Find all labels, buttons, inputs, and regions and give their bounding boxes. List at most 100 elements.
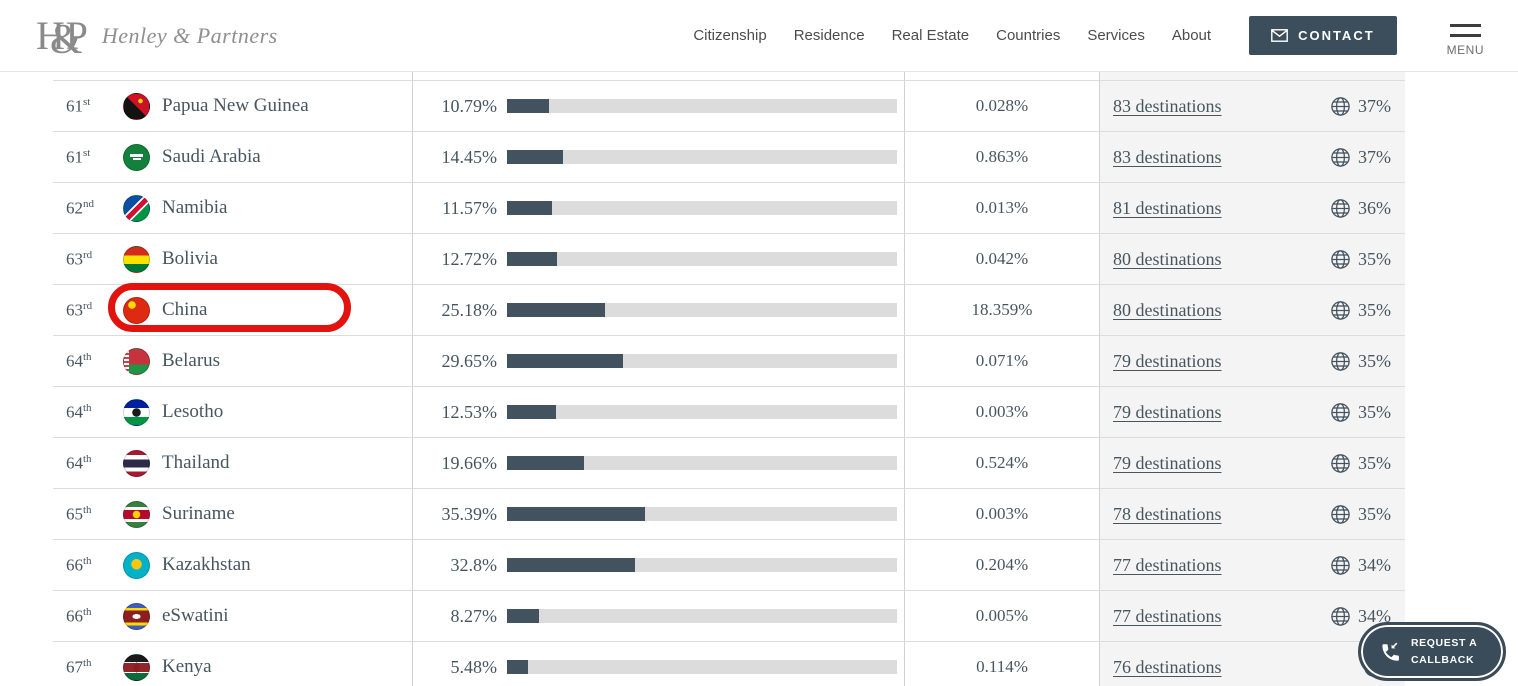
travel-freedom: 35%	[1330, 453, 1391, 474]
table-row: 64th Belarus 29.65% 0.071% 79 destinatio…	[53, 336, 1405, 387]
population-share-cell: 0.028%	[905, 81, 1100, 132]
flag-kenya-icon	[123, 653, 150, 681]
destinations-link[interactable]: 83 destinations	[1113, 146, 1222, 167]
power-bar-track	[507, 354, 897, 368]
logo-wordmark: Henley & Partners	[101, 22, 278, 48]
country-cell: 64th Thailand	[53, 438, 413, 489]
destinations-cell: 77 destinations 34%	[1100, 540, 1405, 591]
flag-eswatini-icon	[123, 602, 150, 630]
globe-icon	[1331, 96, 1350, 116]
travel-freedom: 34%	[1330, 606, 1391, 627]
envelope-icon	[1271, 29, 1288, 42]
passport-power-cell: 14.45%	[413, 132, 905, 183]
passport-power-value: 19.66%	[441, 452, 498, 473]
nav-link-about[interactable]: About	[1171, 27, 1212, 44]
destinations-link[interactable]: 80 destinations	[1113, 248, 1222, 269]
power-bar-track	[507, 252, 897, 266]
nav-link-citizenship[interactable]: Citizenship	[693, 27, 767, 44]
monogram-p: P	[65, 12, 88, 58]
destinations-link[interactable]: 78 destinations	[1113, 503, 1222, 524]
flag-papua-new-guinea-icon	[123, 92, 150, 120]
population-share-value: 0.005%	[975, 606, 1029, 625]
passport-power-value: 11.57%	[442, 197, 497, 218]
passport-power-value: 8.27%	[450, 605, 498, 626]
nav-link-residence[interactable]: Residence	[793, 27, 865, 44]
flag-kazakhstan-icon	[123, 551, 150, 579]
destinations-link[interactable]: 79 destinations	[1113, 350, 1222, 371]
globe-icon	[1331, 147, 1350, 167]
power-bar-fill	[507, 660, 529, 674]
nav-link-countries[interactable]: Countries	[996, 27, 1061, 44]
destinations-link[interactable]: 77 destinations	[1113, 554, 1222, 575]
globe-icon	[1331, 402, 1350, 422]
hp-monogram: H & P	[36, 11, 88, 61]
power-bar-fill	[507, 150, 564, 164]
phone-callback-icon	[1382, 642, 1399, 661]
destinations-link[interactable]: 81 destinations	[1113, 197, 1222, 218]
population-share-cell: 0.204%	[905, 540, 1100, 591]
globe-icon	[1331, 504, 1350, 524]
destinations-link[interactable]: 80 destinations	[1113, 299, 1222, 320]
travel-freedom: 37%	[1330, 147, 1391, 168]
travel-freedom-value: 35%	[1358, 350, 1391, 371]
country-cell: 61st Papua New Guinea	[53, 81, 413, 132]
population-share-cell: 0.003%	[905, 387, 1100, 438]
destinations-cell: 79 destinations 35%	[1100, 387, 1405, 438]
country-name: Namibia	[162, 197, 228, 218]
travel-freedom: 36%	[1330, 198, 1391, 219]
population-share-value: 0.003%	[975, 504, 1029, 523]
population-share-value: 0.013%	[975, 198, 1029, 217]
country-cell: 67th Kenya	[53, 642, 413, 686]
population-share-cell: 0.863%	[905, 132, 1100, 183]
destinations-link[interactable]: 79 destinations	[1113, 401, 1222, 422]
population-share-cell: 0.013%	[905, 183, 1100, 234]
nav-link-services[interactable]: Services	[1087, 27, 1145, 44]
destinations-cell: 77 destinations 34%	[1100, 591, 1405, 642]
henley-partners-logo[interactable]: H & P Henley & Partners	[36, 11, 278, 61]
flag-thailand-icon	[123, 449, 150, 477]
flag-suriname-icon	[123, 500, 150, 528]
travel-freedom-value: 37%	[1358, 95, 1391, 116]
destinations-link[interactable]: 79 destinations	[1113, 452, 1222, 473]
travel-freedom-value: 35%	[1358, 503, 1391, 524]
population-share-value: 0.042%	[975, 249, 1029, 268]
flag-saudi-arabia-icon	[123, 143, 150, 171]
country-cell: 62nd Namibia	[53, 183, 413, 234]
destinations-cell: 83 destinations 37%	[1100, 81, 1405, 132]
power-bar-track	[507, 201, 897, 215]
destinations-cell: 80 destinations 35%	[1100, 285, 1405, 336]
power-bar-track	[507, 303, 897, 317]
menu-toggle[interactable]: MENU	[1447, 24, 1484, 57]
country-cell: 66th eSwatini	[53, 591, 413, 642]
destinations-link[interactable]: 83 destinations	[1113, 95, 1222, 116]
table-row: 63rd Bolivia 12.72% 0.042% 80 destinatio…	[53, 234, 1405, 285]
travel-freedom-value: 35%	[1358, 248, 1391, 269]
destinations-link[interactable]: 76 destinations	[1113, 656, 1222, 677]
nav-link-real-estate[interactable]: Real Estate	[891, 27, 970, 44]
destinations-cell: 79 destinations 35%	[1100, 336, 1405, 387]
main-nav: Citizenship Residence Real Estate Countries…	[693, 27, 1211, 44]
travel-freedom-value: 34%	[1358, 554, 1391, 575]
globe-icon	[1331, 249, 1350, 269]
power-bar-track	[507, 99, 897, 113]
passport-power-value: 10.79%	[441, 95, 498, 116]
passport-power-cell: 29.65%	[413, 336, 905, 387]
globe-icon	[1331, 453, 1350, 473]
globe-icon	[1331, 555, 1350, 575]
destinations-link[interactable]: 77 destinations	[1113, 605, 1222, 626]
hamburger-icon	[1449, 24, 1481, 37]
table-row: 64th Thailand 19.66% 0.524% 79 destinati…	[53, 438, 1405, 489]
passport-power-value: 12.72%	[441, 248, 498, 269]
country-cell: 63rd China	[53, 285, 413, 336]
passport-power-cell: 35.39%	[413, 489, 905, 540]
table-row: 61st Papua New Guinea 10.79% 0.028% 83 d…	[53, 81, 1405, 132]
country-cell: 61st Saudi Arabia	[53, 132, 413, 183]
passport-power-value: 35.39%	[441, 503, 498, 524]
travel-freedom: 35%	[1330, 249, 1391, 270]
contact-button[interactable]: CONTACT	[1249, 16, 1397, 55]
menu-label: MENU	[1446, 43, 1484, 57]
power-bar-fill	[507, 558, 635, 572]
destinations-cell: 76 destinations	[1100, 642, 1405, 686]
population-share-value: 0.524%	[975, 453, 1029, 472]
request-callback-button[interactable]: REQUEST A CALLBACK	[1358, 622, 1506, 681]
